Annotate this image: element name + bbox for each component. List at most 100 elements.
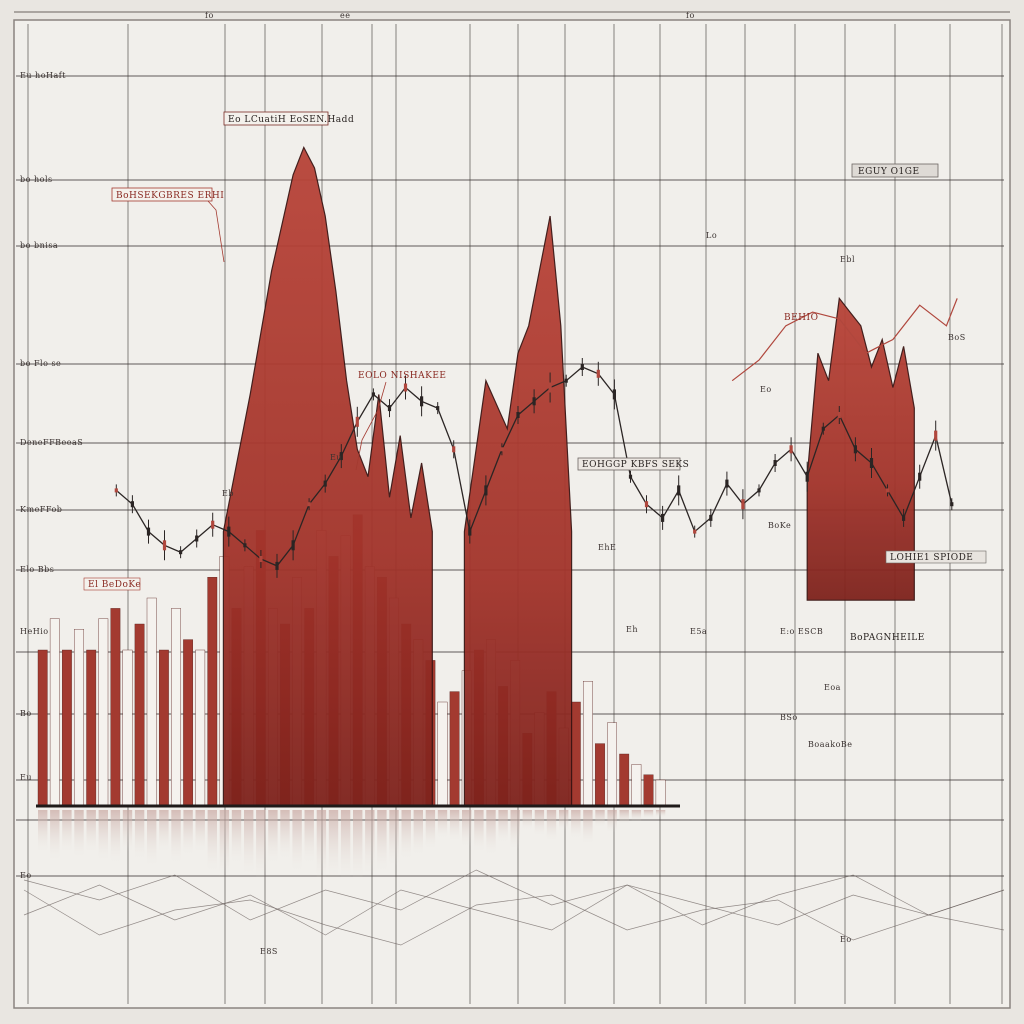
candle-body	[564, 378, 568, 383]
right-mid-callout-text: LOHIE1 SPIODE	[890, 553, 973, 563]
bar-reflection-mark	[498, 810, 508, 843]
peak-callout-text: Eo LCuatiH EoSEN.Hadd	[228, 115, 354, 125]
bar	[449, 691, 460, 807]
bar	[37, 649, 48, 807]
small-tag: BSo	[780, 713, 798, 722]
candle-body	[259, 556, 263, 562]
candle-body	[580, 364, 584, 370]
bar	[171, 608, 181, 807]
y-tick-label: Eu	[20, 773, 32, 782]
candle-body	[243, 543, 247, 548]
center-callout-text: EOHGGP KBFS SEKS	[582, 460, 689, 470]
reflection-line	[23, 869, 1005, 926]
bar	[98, 618, 109, 807]
bar	[86, 649, 97, 807]
y-tick-label: bo hols	[20, 175, 53, 184]
candle-body	[227, 526, 231, 537]
area-series	[222, 145, 915, 807]
mid-callout-text: EOLO NISHAKEE	[358, 371, 446, 381]
small-tag: Eo	[760, 385, 772, 394]
small-tag: BoaakoBe	[808, 740, 853, 749]
callout-bottom-left: El BeDoKe	[83, 577, 141, 591]
bar	[607, 722, 618, 807]
bar-reflection-mark	[195, 810, 205, 852]
candle-body	[307, 502, 311, 507]
candle-body	[371, 392, 375, 397]
callout-peak: Eo LCuatiH EoSEN.Hadd	[223, 111, 354, 126]
small-tag: Eo	[840, 935, 852, 944]
candle-body	[757, 488, 761, 493]
callout-right-red: BEHIO	[784, 313, 818, 323]
bar-reflection-mark	[340, 810, 351, 880]
bar-reflection-mark	[353, 810, 363, 880]
callout-right-mid: LOHIE1 SPIODE	[885, 550, 987, 564]
callout-right-low: BoPAGNHEILE	[850, 633, 924, 643]
bar	[655, 779, 666, 807]
bar-reflection-mark	[38, 810, 48, 852]
bar-reflection-mark	[437, 810, 448, 838]
bar-reflection-mark	[486, 810, 496, 855]
area-segment	[806, 296, 915, 601]
bar-reflection-mark	[413, 810, 423, 855]
candle-body	[773, 460, 777, 466]
reflection-line	[23, 884, 1005, 936]
callout-mid: EOLO NISHAKEE	[355, 371, 446, 471]
bar-reflection-mark	[619, 810, 629, 824]
callout-center: EOHGGP KBFS SEKS	[577, 457, 689, 471]
red-line-series	[731, 298, 958, 382]
bar	[595, 743, 605, 807]
candle-body	[596, 369, 600, 378]
bar-reflection-mark	[425, 810, 436, 850]
candle-body	[195, 535, 199, 542]
candle-body	[805, 471, 809, 482]
right-red-callout-text: BEHIO	[784, 313, 818, 323]
bar-reflection-mark	[655, 810, 666, 817]
bar-reflection-mark	[86, 810, 96, 852]
candle-body	[420, 396, 424, 407]
bar-reflection-mark	[462, 810, 472, 847]
bar-reflection-mark	[449, 810, 460, 841]
candle-body	[950, 502, 954, 507]
candle-body	[339, 452, 343, 461]
bar	[146, 597, 157, 807]
left-axis-labels: Eu hoHaft bo hols bo bnisa bo Flo se Den…	[20, 71, 83, 782]
bar-reflection-mark	[474, 810, 484, 852]
bar-reflection-mark	[510, 810, 520, 850]
bar-reflection-mark	[546, 810, 557, 841]
y-tick-label: Elo Bbs	[20, 565, 54, 574]
small-tags: Eb Eu EhE Eh E5a Lo Ebl Eo BoKe E:o ESCB…	[20, 231, 966, 956]
candle-body	[821, 426, 825, 431]
bar-reflection-mark	[583, 810, 593, 844]
small-tag: E8S	[260, 947, 278, 956]
candle-body	[837, 412, 841, 418]
candle-body	[612, 389, 616, 400]
candle-body	[162, 540, 167, 551]
candle-body	[644, 501, 649, 508]
bar-reflection-mark	[280, 810, 290, 859]
candle-body	[677, 485, 681, 496]
top-tick-labels: fo ee fo	[205, 11, 694, 20]
candle-body	[516, 412, 520, 418]
candle-body	[275, 561, 279, 570]
y-tick-label: DeneFFBeeaS	[20, 438, 83, 447]
area-segment	[222, 145, 433, 807]
candle-body	[709, 514, 713, 521]
bar	[583, 681, 593, 807]
small-tag: BoS	[948, 333, 966, 342]
small-tag: E5a	[690, 627, 707, 636]
bar-reflection-mark	[522, 810, 532, 830]
bar-reflection-mark	[50, 810, 60, 861]
bar-reflection-mark	[256, 810, 266, 880]
bar-reflection-mark	[147, 810, 157, 866]
candle-body	[323, 480, 327, 487]
bar-reflection-mark	[631, 810, 642, 822]
candle-body	[179, 550, 183, 555]
bar-reflection-mark	[595, 810, 605, 827]
y-tick-label: bo bnisa	[20, 241, 58, 250]
bar-reflection-mark	[207, 810, 217, 872]
small-tag: EhE	[598, 543, 616, 552]
top-tick-label: fo	[205, 11, 214, 20]
bar-reflection-mark	[643, 810, 654, 819]
small-tag: E:o ESCB	[780, 627, 823, 636]
bar-reflection-mark	[304, 810, 314, 864]
